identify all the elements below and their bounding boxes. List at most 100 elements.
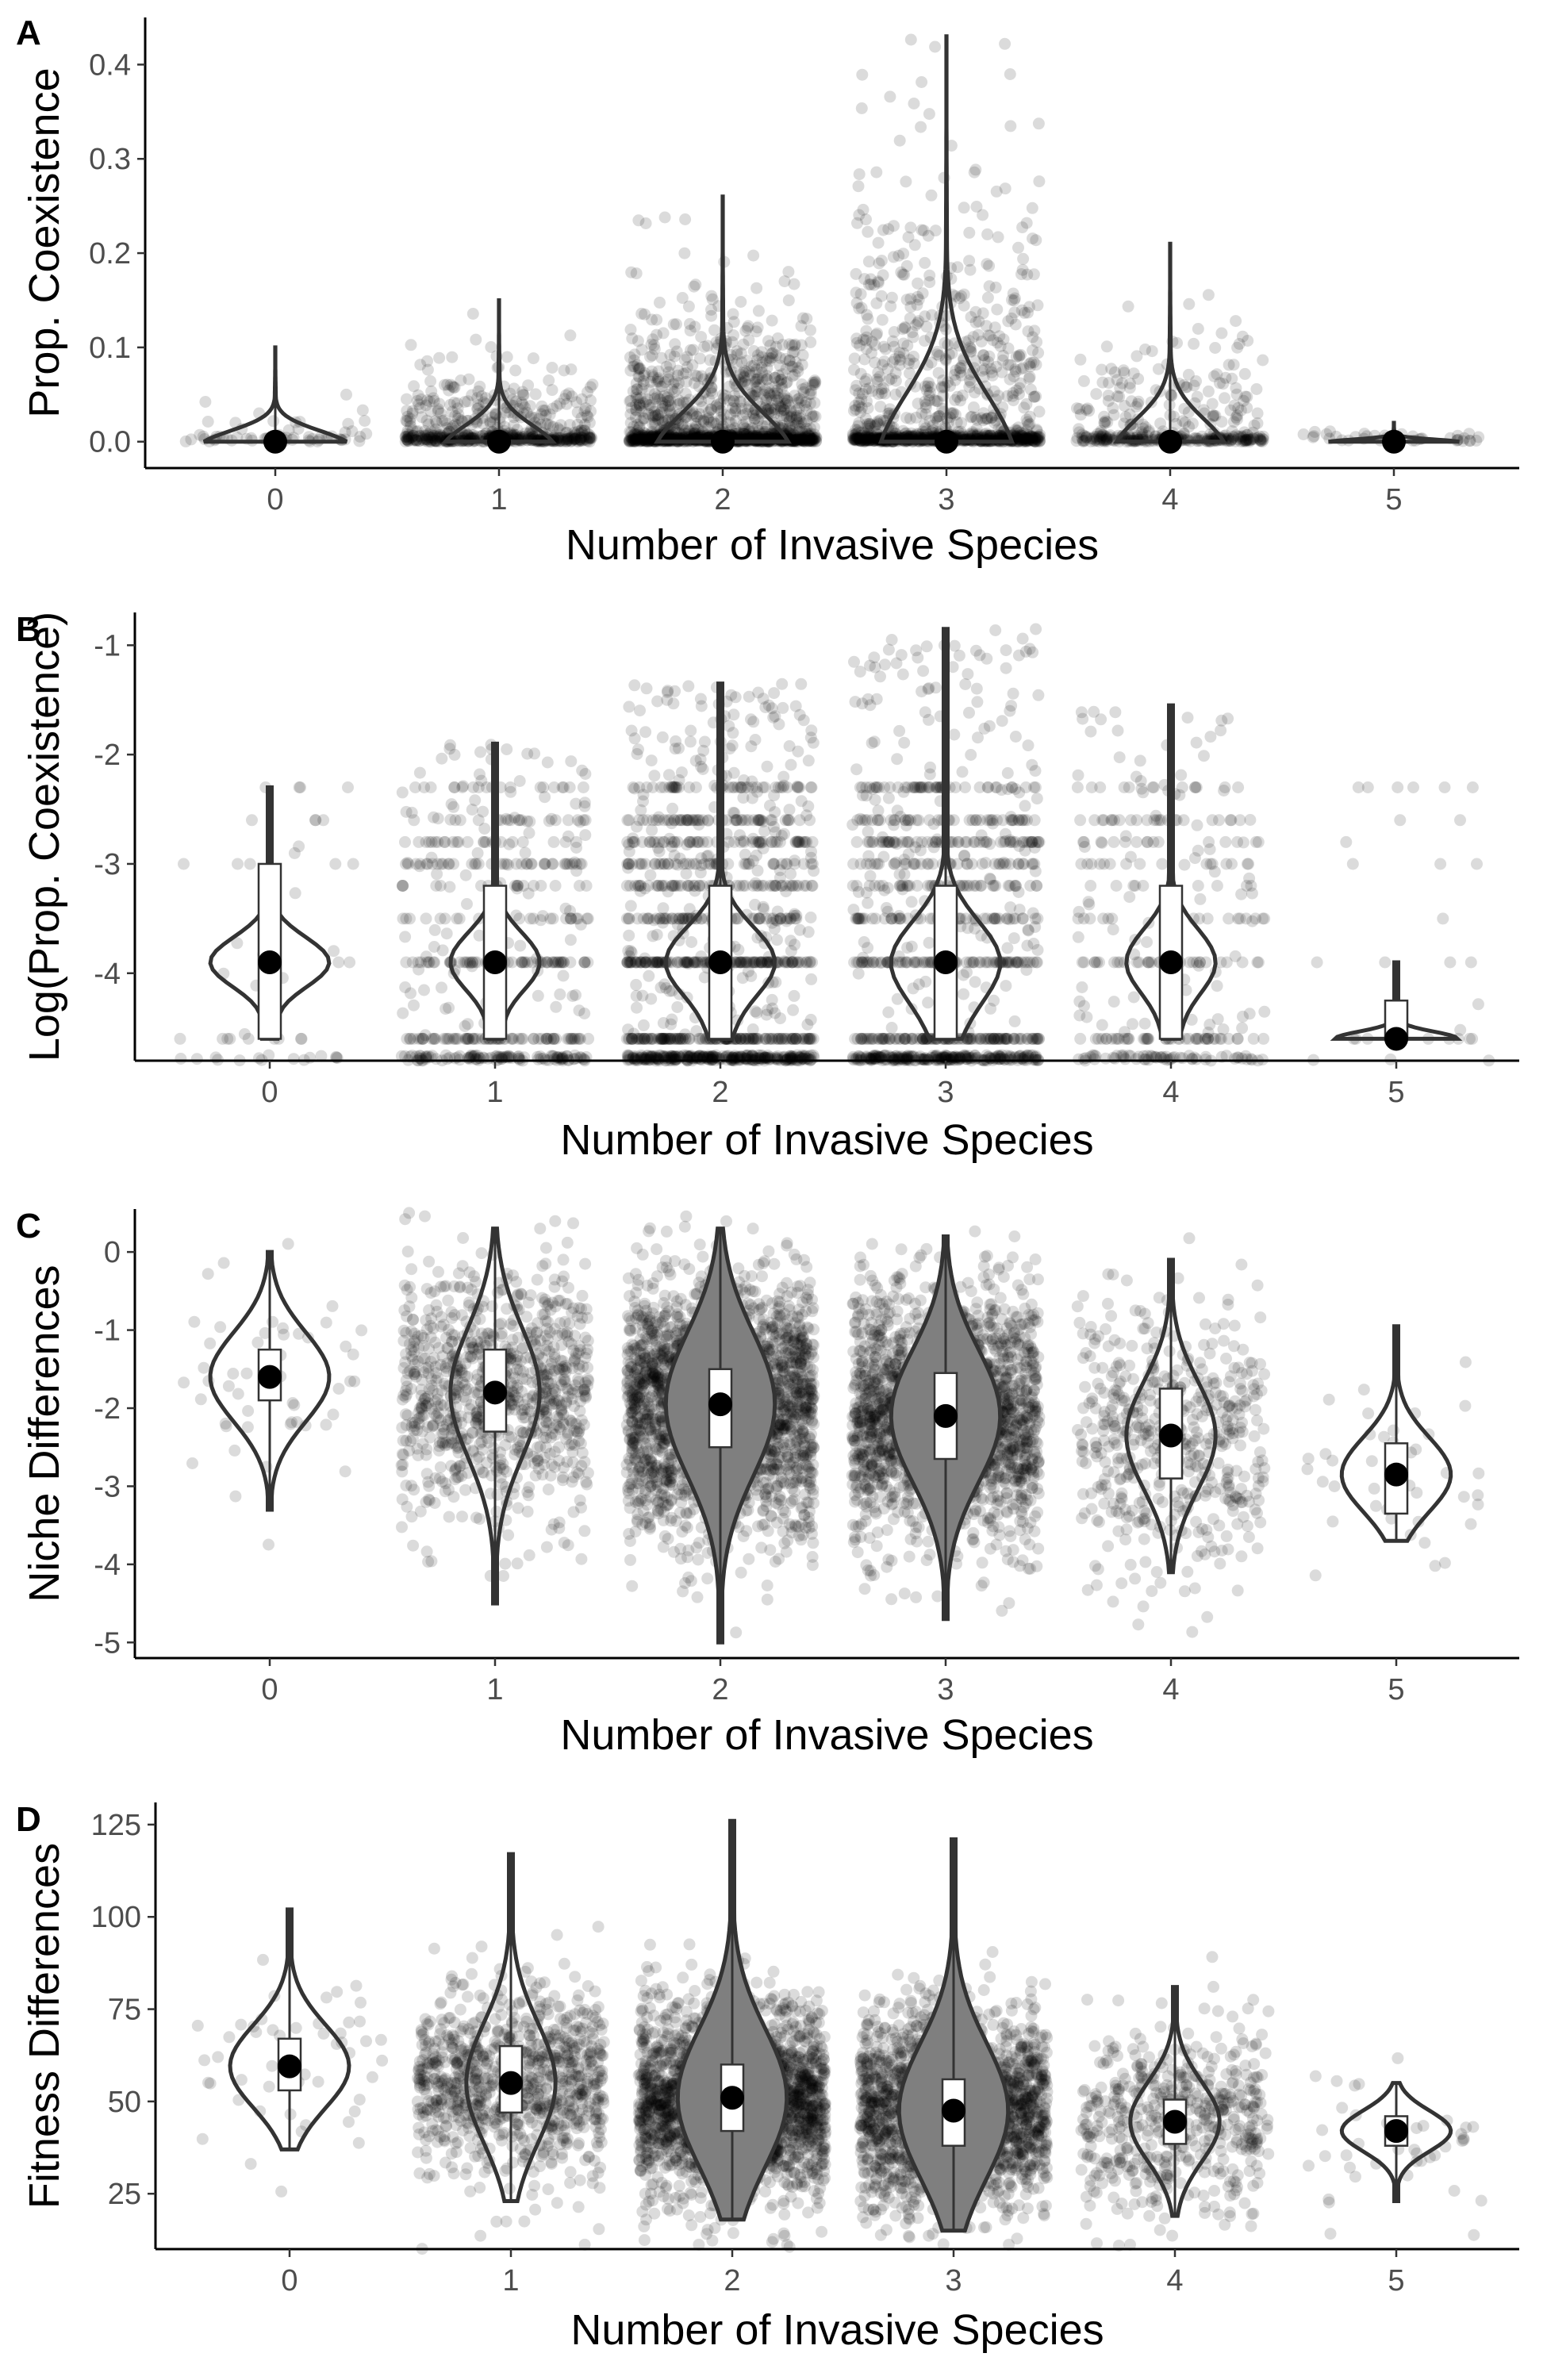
data-point [441, 1032, 454, 1045]
data-point [947, 407, 960, 420]
data-point [1007, 394, 1019, 407]
panel-letter: A [16, 13, 41, 52]
data-point [559, 902, 572, 915]
data-point [850, 403, 862, 416]
data-point [428, 923, 441, 936]
data-point [512, 880, 524, 892]
data-point [507, 1032, 520, 1045]
data-point [429, 835, 442, 848]
data-point [756, 367, 769, 379]
data-point [448, 748, 461, 761]
data-point [751, 386, 764, 398]
data-point [938, 381, 950, 393]
data-point [627, 385, 639, 397]
data-point [987, 334, 1000, 347]
data-point [978, 363, 991, 375]
data-point [399, 931, 412, 943]
data-point [564, 329, 577, 342]
data-point [793, 923, 806, 936]
data-point [583, 416, 596, 429]
data-point [446, 351, 459, 363]
data-point [1022, 325, 1035, 338]
data-point [1033, 175, 1046, 188]
data-point [1250, 383, 1263, 395]
data-point [630, 978, 643, 991]
data-point [401, 393, 413, 405]
data-point [574, 434, 586, 447]
data-point [958, 202, 970, 214]
data-point [436, 430, 448, 443]
data-point [405, 420, 417, 432]
data-point [472, 814, 485, 827]
data-point [639, 217, 652, 229]
data-point [344, 956, 356, 969]
data-point [514, 939, 527, 952]
data-point [578, 956, 591, 969]
data-point [509, 812, 521, 824]
data-point [466, 804, 478, 816]
data-point [684, 735, 697, 748]
data-point [1096, 363, 1108, 376]
data-point [548, 781, 560, 793]
data-point [925, 189, 938, 202]
data-point [727, 727, 739, 739]
data-point [295, 1032, 307, 1045]
data-point [544, 912, 557, 925]
data-point [516, 389, 529, 401]
data-point [1231, 341, 1244, 354]
data-point [459, 1020, 471, 1032]
data-point [550, 429, 562, 442]
data-point [637, 1019, 650, 1031]
data-point [550, 435, 562, 447]
data-point [480, 392, 493, 405]
data-point [643, 912, 655, 925]
data-point [983, 350, 996, 363]
data-point [462, 395, 474, 408]
data-point [624, 351, 636, 363]
data-point [1032, 117, 1045, 130]
data-point [585, 432, 597, 444]
data-point [981, 291, 994, 304]
data-point [639, 726, 652, 739]
data-point [571, 406, 584, 419]
data-point [643, 969, 655, 982]
data-point [583, 436, 596, 448]
data-point [570, 842, 582, 854]
data-point [946, 347, 958, 359]
data-point [287, 1053, 300, 1065]
data-point [562, 432, 574, 445]
data-point [756, 351, 769, 363]
data-point [229, 416, 242, 429]
data-point [555, 419, 567, 432]
data-point [1207, 370, 1220, 382]
data-point [342, 417, 355, 430]
data-point [884, 90, 896, 103]
data-point [777, 339, 789, 351]
data-point [999, 37, 1012, 50]
data-point [568, 433, 581, 446]
median-point [487, 429, 511, 454]
data-point [570, 432, 582, 445]
data-point [919, 395, 931, 408]
data-point [461, 835, 474, 848]
data-point [569, 432, 582, 445]
data-point [359, 415, 371, 427]
data-point [584, 381, 597, 393]
data-point [695, 331, 708, 344]
data-point [888, 340, 900, 353]
data-point [557, 969, 570, 982]
data-point [412, 956, 424, 969]
data-point [689, 321, 701, 333]
data-point [424, 436, 436, 447]
y-tick-label: 0.4 [89, 48, 131, 82]
data-point [655, 351, 668, 364]
data-point [1100, 433, 1113, 446]
data-point [739, 428, 751, 440]
data-point [574, 424, 587, 436]
data-point [764, 390, 777, 402]
data-point [582, 1032, 595, 1045]
data-point [1230, 315, 1242, 328]
data-point [901, 340, 914, 352]
data-point [524, 400, 536, 413]
data-point [447, 420, 459, 432]
